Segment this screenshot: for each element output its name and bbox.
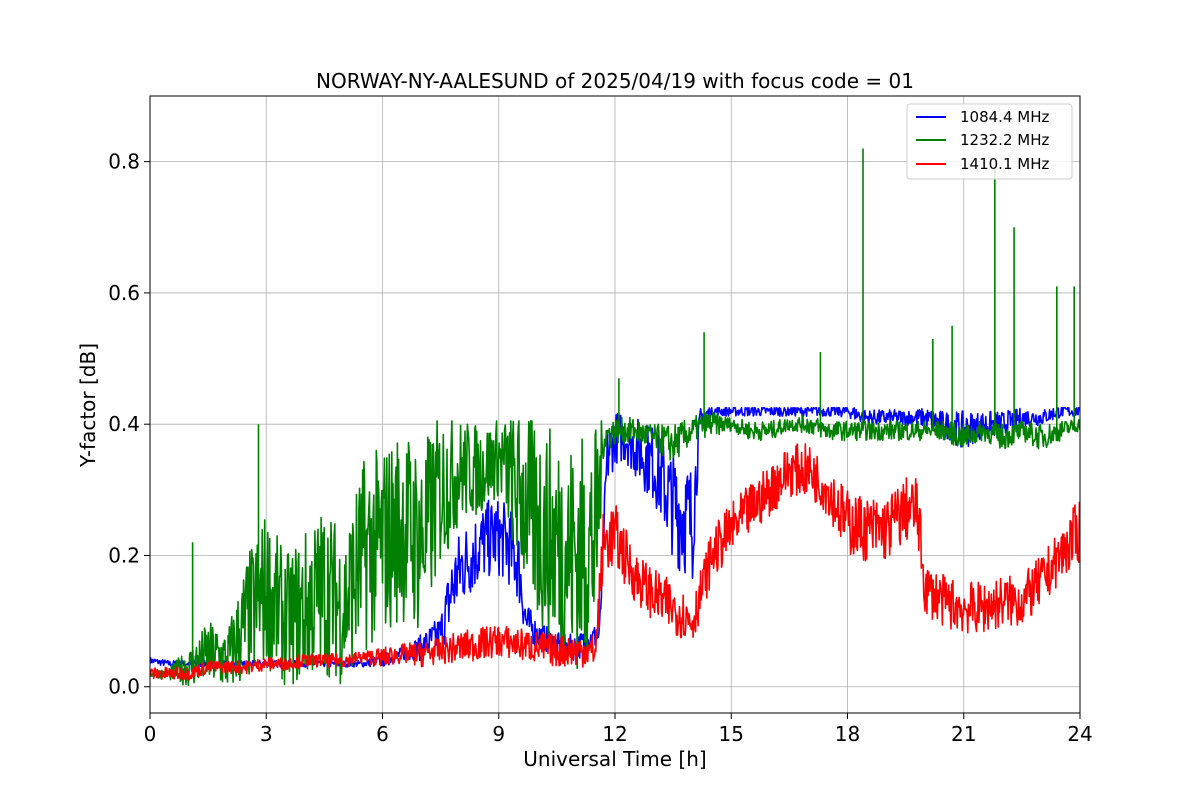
series-layer [150, 148, 1080, 686]
series-line-1410-1 [150, 443, 1080, 681]
y-tick-label: 0.8 [108, 150, 140, 174]
series-line-1084-4 [150, 407, 1080, 668]
x-tick-label: 18 [835, 722, 860, 746]
x-tick-label: 6 [376, 722, 389, 746]
x-tick-label: 24 [1067, 722, 1092, 746]
legend-label-1084: 1084.4 MHz [960, 108, 1049, 126]
legend-box [906, 103, 1073, 180]
x-tick-label: 21 [951, 722, 976, 746]
x-tick-label: 3 [260, 722, 273, 746]
x-tick-label: 15 [719, 722, 744, 746]
axis-ticks: 0 3 6 9 12 15 18 21 24 0.0 0.2 0.4 0.6 0.8 [108, 150, 1093, 746]
legend: 1084.4 MHz 1232.2 MHz 1410.1 MHz [906, 103, 1073, 180]
legend-label-1232: 1232.2 MHz [960, 131, 1049, 149]
plot-area [150, 148, 1080, 686]
x-tick-label: 0 [144, 722, 157, 746]
x-tick-label: 12 [602, 722, 627, 746]
y-tick-label: 0.6 [108, 281, 140, 305]
y-tick-label: 0.4 [108, 412, 140, 436]
chart-title: NORWAY-NY-AALESUND of 2025/04/19 with fo… [316, 69, 914, 93]
y-tick-label: 0.0 [108, 675, 140, 699]
series-line-1232-2 [150, 148, 1080, 686]
y-tick-label: 0.2 [108, 543, 140, 567]
x-tick-label: 9 [492, 722, 505, 746]
y-axis-label: Y-factor [dB] [76, 343, 100, 468]
x-axis-label: Universal Time [h] [523, 747, 706, 771]
legend-label-1410: 1410.1 MHz [960, 155, 1049, 173]
